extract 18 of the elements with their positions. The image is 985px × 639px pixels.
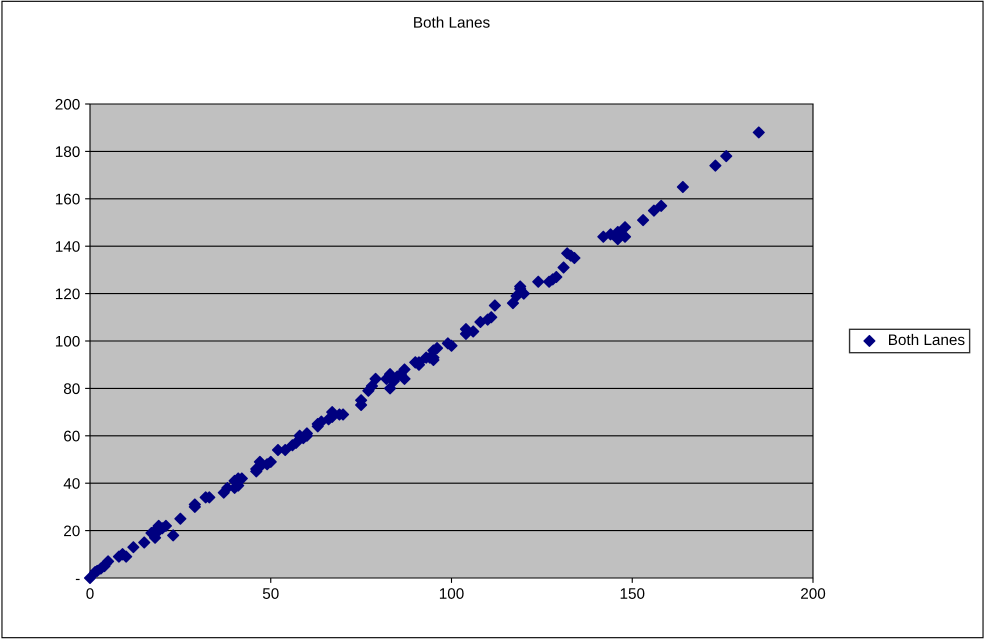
y-tick-label: 100 bbox=[56, 336, 80, 347]
legend-label: Both Lanes bbox=[889, 334, 964, 346]
y-tick-label: 20 bbox=[64, 525, 80, 536]
y-tick-label: - bbox=[76, 578, 80, 580]
x-tick-label: 150 bbox=[620, 588, 644, 599]
y-tick-label: 180 bbox=[56, 146, 80, 158]
y-tick-label: 120 bbox=[56, 288, 80, 300]
y-tick-label: 40 bbox=[64, 478, 80, 489]
y-tick-label: 60 bbox=[64, 430, 80, 442]
y-tick-label: 140 bbox=[56, 241, 80, 252]
x-tick-label: 50 bbox=[262, 588, 279, 599]
chart-title: Both Lanes bbox=[414, 16, 490, 28]
y-tick-label: 80 bbox=[64, 383, 80, 394]
x-tick-label: 0 bbox=[86, 588, 94, 599]
x-tick-label: 200 bbox=[801, 588, 826, 599]
y-tick-label: 160 bbox=[56, 194, 80, 204]
x-tick-label: 100 bbox=[440, 588, 464, 599]
y-tick-label: 200 bbox=[56, 98, 80, 110]
